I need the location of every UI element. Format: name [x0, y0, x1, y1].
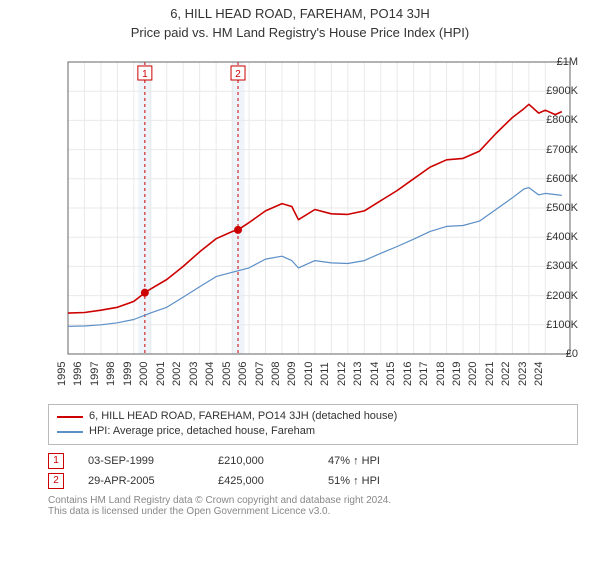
x-tick-label: 1997: [89, 362, 101, 386]
svg-text:2: 2: [235, 69, 241, 80]
x-tick-label: 2022: [500, 362, 512, 386]
x-tick-label: 1999: [122, 362, 134, 386]
x-tick-label: 2024: [533, 362, 545, 386]
x-tick-label: 2017: [418, 362, 430, 386]
x-tick-label: 1995: [56, 362, 68, 386]
x-tick-label: 2002: [171, 362, 183, 386]
x-tick-label: 2020: [467, 362, 479, 386]
x-tick-label: 2010: [303, 362, 315, 386]
x-tick-label: 2009: [286, 362, 298, 386]
x-tick-label: 2003: [187, 362, 199, 386]
sale-index-badge: 2: [48, 473, 64, 489]
x-tick-label: 2013: [352, 362, 364, 386]
sale-hpi-delta: 47% ↑ HPI: [328, 455, 448, 467]
chart-legend: 6, HILL HEAD ROAD, FAREHAM, PO14 3JH (de…: [48, 404, 578, 445]
x-tick-label: 2019: [451, 362, 463, 386]
sale-price: £210,000: [218, 455, 328, 467]
x-tick-label: 2015: [385, 362, 397, 386]
y-tick-label: £600K: [534, 173, 578, 185]
attribution-footer: Contains HM Land Registry data © Crown c…: [48, 495, 578, 517]
x-tick-label: 2016: [401, 362, 413, 386]
legend-item: 6, HILL HEAD ROAD, FAREHAM, PO14 3JH (de…: [57, 409, 569, 424]
y-tick-label: £0: [534, 348, 578, 360]
x-tick-label: 2000: [138, 362, 150, 386]
legend-label: 6, HILL HEAD ROAD, FAREHAM, PO14 3JH (de…: [89, 409, 397, 424]
x-tick-label: 2004: [204, 362, 216, 386]
x-tick-label: 2008: [270, 362, 282, 386]
y-tick-label: £900K: [534, 85, 578, 97]
y-tick-label: £800K: [534, 114, 578, 126]
y-tick-label: £300K: [534, 260, 578, 272]
sale-row: 1 03-SEP-1999£210,00047% ↑ HPI: [48, 451, 578, 471]
x-tick-label: 2018: [434, 362, 446, 386]
x-tick-label: 2001: [155, 362, 167, 386]
x-tick-label: 2005: [220, 362, 232, 386]
page-title: 6, HILL HEAD ROAD, FAREHAM, PO14 3JH: [0, 6, 600, 21]
y-tick-label: £700K: [534, 144, 578, 156]
sale-row: 2 29-APR-2005£425,00051% ↑ HPI: [48, 471, 578, 491]
sale-index-badge: 1: [48, 453, 64, 469]
svg-text:1: 1: [142, 69, 148, 80]
legend-swatch: [57, 416, 83, 418]
y-tick-label: £400K: [534, 231, 578, 243]
sale-date: 29-APR-2005: [88, 475, 218, 487]
x-tick-label: 2023: [517, 362, 529, 386]
price-chart: 12£0£100K£200K£300K£400K£500K£600K£700K£…: [20, 44, 580, 394]
x-tick-label: 2007: [253, 362, 265, 386]
legend-label: HPI: Average price, detached house, Fare…: [89, 424, 315, 439]
x-tick-label: 2014: [368, 362, 380, 386]
x-tick-label: 2021: [484, 362, 496, 386]
x-tick-label: 2012: [336, 362, 348, 386]
x-tick-label: 2006: [237, 362, 249, 386]
y-tick-label: £100K: [534, 319, 578, 331]
legend-item: HPI: Average price, detached house, Fare…: [57, 424, 569, 439]
y-tick-label: £200K: [534, 290, 578, 302]
x-tick-label: 1998: [105, 362, 117, 386]
sale-hpi-delta: 51% ↑ HPI: [328, 475, 448, 487]
sale-price: £425,000: [218, 475, 328, 487]
legend-swatch: [57, 431, 83, 433]
footer-line-2: This data is licensed under the Open Gov…: [48, 506, 578, 517]
x-tick-label: 2011: [320, 362, 332, 386]
x-tick-label: 1996: [72, 362, 84, 386]
page-subtitle: Price paid vs. HM Land Registry's House …: [0, 25, 600, 40]
footer-line-1: Contains HM Land Registry data © Crown c…: [48, 495, 578, 506]
chart-svg: 12: [20, 44, 580, 394]
y-tick-label: £1M: [534, 56, 578, 68]
sales-table: 1 03-SEP-1999£210,00047% ↑ HPI 2 29-APR-200…: [48, 451, 578, 491]
sale-date: 03-SEP-1999: [88, 455, 218, 467]
y-tick-label: £500K: [534, 202, 578, 214]
